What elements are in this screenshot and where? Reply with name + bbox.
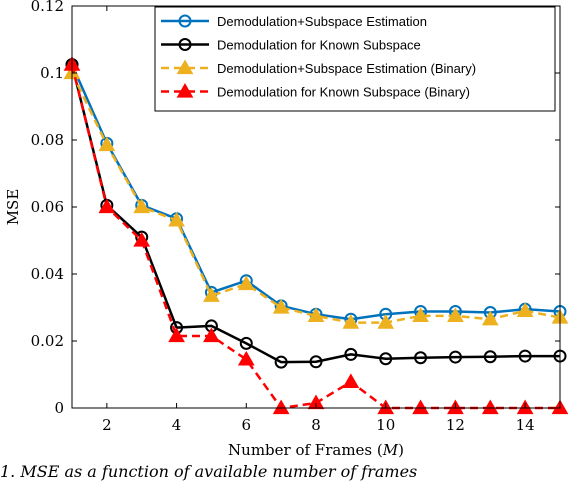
data-point [412,399,429,415]
series-4 [63,56,568,415]
x-tick-label: 12 [446,416,465,434]
data-point [98,136,116,152]
x-tick-label: 8 [311,416,321,434]
data-point [98,198,116,214]
data-point [342,373,360,388]
series-3 [63,64,568,329]
data-point [342,314,360,329]
data-point [448,350,462,364]
legend-label: Demodulation+Subspace Estimation (Binary… [217,61,476,76]
data-point [272,298,290,314]
legend-swatch-marker [178,14,192,28]
x-tick-label: 10 [376,416,395,434]
legend-entry: Demodulation for Known Subspace [161,38,421,53]
y-tick-label: 0.04 [31,265,64,283]
y-tick-label: 0.06 [31,198,64,216]
series-line [70,64,560,364]
y-tick-label: 0.08 [31,131,64,149]
data-point [414,351,428,365]
data-point [239,336,253,350]
x-axis-label: Number of Frames (M) [228,441,404,459]
y-tick-label: 0.1 [40,64,64,82]
legend-entry: Demodulation for Known Subspace (Binary) [161,82,470,100]
legend-box [154,6,556,112]
x-tick-label: 2 [102,416,112,434]
data-point [237,275,255,291]
data-point [307,394,325,410]
data-point [377,314,395,329]
data-point [518,349,532,363]
data-point [516,302,534,317]
data-point [412,307,429,322]
y-tick-label: 0.12 [31,0,64,15]
x-tick-label: 4 [172,416,182,434]
y-tick-label: 0.02 [31,332,64,350]
y-axis-label: MSE [4,189,22,226]
figure-caption: 1. MSE as a function of available number… [0,462,418,481]
data-point [309,355,323,369]
legend-label: Demodulation+Subspace Estimation [217,14,427,29]
data-point [274,355,288,369]
series-line [70,72,561,324]
chart: 2 4 6 8 10 12 14 0 0.02 0.04 0.06 0.08 0.1 0.12 Numbe… [4,0,568,459]
legend-swatch-marker [176,82,194,98]
data-point [133,198,151,214]
data-point [237,350,255,366]
data-point [203,327,220,343]
x-tick-label: 6 [242,416,252,434]
legend-label: Demodulation for Known Subspace (Binary) [217,85,470,100]
data-point [168,211,185,227]
data-point [483,350,497,364]
legend-entry: Demodulation+Subspace Estimation (Binary… [161,59,476,76]
data-point [344,347,358,361]
data-point [447,307,464,322]
legend-swatch-marker [176,59,194,75]
y-tick-label: 0 [54,399,64,417]
data-point [272,399,290,415]
legend-label: Demodulation for Known Subspace [217,38,421,53]
legend-entry: Demodulation+Subspace Estimation [161,14,427,29]
data-point [481,399,499,415]
data-point [307,307,325,322]
legend: Demodulation+Subspace Estimation Demodula… [154,6,556,112]
data-point [203,287,220,302]
legend-swatch-marker [178,38,192,51]
data-point [168,327,185,343]
data-point [481,310,499,326]
x-tick-label: 14 [516,416,535,434]
data-point [379,352,393,366]
data-point [133,231,151,247]
